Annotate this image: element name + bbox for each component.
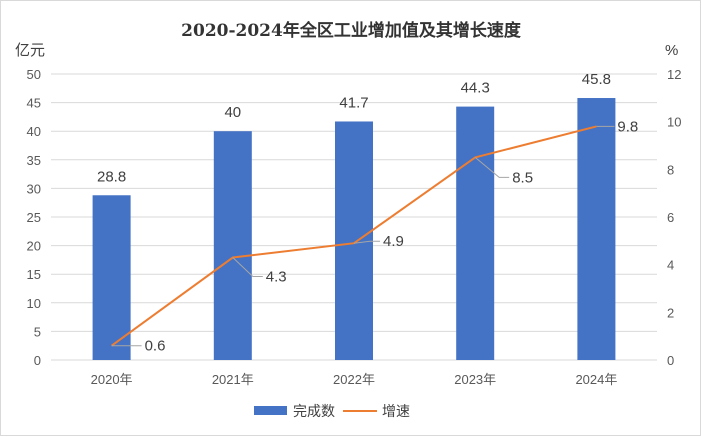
bar-data-label: 44.3 <box>461 80 490 97</box>
left-tick-label: 35 <box>27 153 41 168</box>
bar-data-label: 40 <box>224 104 241 121</box>
line-data-label: 0.6 <box>145 338 166 355</box>
line-data-label: 4.3 <box>266 269 287 286</box>
x-tick-label: 2023年 <box>454 372 496 387</box>
line-data-label: 9.8 <box>617 118 638 135</box>
bar-data-label: 28.8 <box>97 168 126 185</box>
left-tick-label: 45 <box>27 96 41 111</box>
x-tick-label: 2024年 <box>575 372 617 387</box>
left-tick-label: 20 <box>27 239 41 254</box>
right-tick-label: 0 <box>667 353 674 368</box>
left-tick-label: 50 <box>27 67 41 82</box>
bar-data-label: 45.8 <box>582 71 611 88</box>
left-axis-unit: 亿元 <box>15 42 45 59</box>
legend-label-line: 增速 <box>382 403 410 419</box>
x-tick-label: 2022年 <box>333 372 375 387</box>
chart-title: 2020-2024年全区工业增加值及其增长速度 <box>181 20 522 41</box>
legend: 完成数 增速 <box>254 403 410 419</box>
bar <box>577 98 615 360</box>
right-tick-label: 6 <box>667 210 674 225</box>
line-data-label: 8.5 <box>512 169 533 186</box>
left-tick-label: 0 <box>34 353 41 368</box>
left-tick-label: 10 <box>27 296 41 311</box>
right-tick-label: 12 <box>667 67 681 82</box>
left-tick-label: 40 <box>27 124 41 139</box>
left-tick-label: 30 <box>27 181 41 196</box>
bar <box>335 121 373 360</box>
x-tick-label: 2020年 <box>91 372 133 387</box>
bar <box>214 131 252 360</box>
left-tick-label: 25 <box>27 210 41 225</box>
right-tick-label: 8 <box>667 162 674 177</box>
right-axis-unit: % <box>665 42 678 59</box>
left-tick-label: 15 <box>27 267 41 282</box>
bar-data-label: 41.7 <box>339 94 368 111</box>
right-tick-label: 4 <box>667 258 674 273</box>
line-data-label: 4.9 <box>383 233 404 250</box>
legend-label-bar: 完成数 <box>293 403 335 419</box>
left-tick-label: 5 <box>34 324 41 339</box>
legend-swatch-bar <box>254 406 287 415</box>
right-tick-label: 10 <box>667 115 681 130</box>
x-tick-label: 2021年 <box>212 372 254 387</box>
right-tick-label: 2 <box>667 305 674 320</box>
bar <box>456 107 494 360</box>
